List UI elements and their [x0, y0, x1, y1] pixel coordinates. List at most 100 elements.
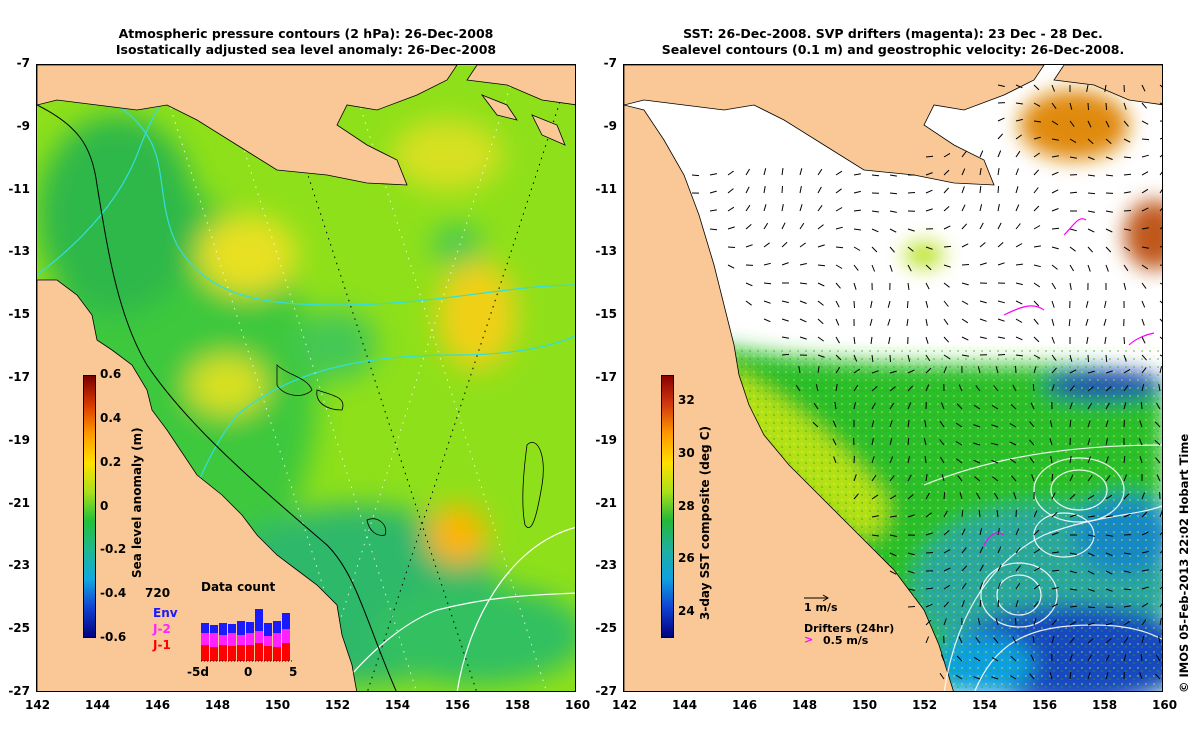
velocity-arrow [1140, 401, 1143, 410]
velocity-arrow [1087, 420, 1091, 428]
velocity-arrow [991, 404, 999, 410]
sst-colorbar-title: 3-day SST composite (deg C) [698, 425, 712, 620]
velocity-arrow [781, 185, 783, 194]
velocity-arrow [943, 584, 951, 590]
velocity-arrow [817, 354, 825, 358]
velocity-arrow [925, 246, 933, 250]
velocity-arrow [833, 456, 837, 464]
sst-colorbar-tick: 32 [678, 393, 695, 408]
velocity-arrow [853, 282, 857, 290]
velocity-arrow [1123, 620, 1131, 626]
velocity-arrow [961, 354, 969, 357]
velocity-arrow [1069, 671, 1072, 680]
velocity-arrow [1141, 227, 1149, 230]
velocity-arrow [870, 300, 873, 308]
velocity-arrow [1158, 384, 1161, 392]
velocity-arrow [853, 474, 857, 482]
velocity-arrow [1123, 402, 1127, 410]
velocity-arrow [979, 168, 982, 176]
left-map-lon-tick: 144 [85, 698, 111, 712]
velocity-arrow [925, 619, 932, 626]
velocity-arrow [1105, 438, 1109, 446]
velocity-arrow [1087, 386, 1094, 392]
velocity-arrow [1159, 354, 1162, 357]
velocity-arrow [871, 494, 879, 500]
velocity-arrow [1105, 534, 1113, 537]
right-map-lat-tick: -19 [595, 432, 617, 447]
velocity-arrow [1033, 136, 1041, 140]
velocity-arrow [907, 192, 916, 194]
velocity-arrow [871, 246, 878, 253]
velocity-arrow [763, 318, 771, 323]
velocity-arrow [956, 655, 963, 662]
data-count-bar [228, 646, 236, 661]
sea-level-colorbar-tick: 0.2 [100, 454, 122, 469]
velocity-arrow [835, 264, 843, 269]
velocity-arrow [1141, 354, 1147, 361]
velocity-arrow [763, 204, 767, 212]
velocity-arrow [1069, 246, 1076, 252]
velocity-arrow [997, 133, 1004, 140]
velocity-arrow [1123, 138, 1131, 143]
left-map-lat-tick: -17 [8, 370, 30, 384]
left-map-lat-tick: -21 [8, 495, 30, 510]
velocity-arrow [1159, 246, 1162, 248]
velocity-arrow [871, 354, 874, 362]
velocity-arrow [709, 190, 717, 194]
velocity-arrow [925, 384, 930, 392]
velocity-arrow [1087, 588, 1095, 592]
velocity-arrow [907, 246, 914, 252]
sea-level-colorbar-title: Sea level anomaly (m) [130, 427, 144, 578]
velocity-arrow [1105, 174, 1113, 177]
velocity-arrow [997, 354, 1006, 356]
velocity-arrow [976, 492, 981, 500]
velocity-arrow [1049, 438, 1053, 446]
velocity-arrow [817, 205, 823, 212]
velocity-arrow [925, 587, 933, 590]
velocity-arrow [1051, 619, 1057, 626]
velocity-arrow [763, 186, 766, 194]
velocity-arrow [995, 618, 999, 626]
data-count-bar [282, 629, 290, 643]
velocity-arrow [943, 549, 951, 554]
velocity-arrow [835, 336, 840, 344]
velocity-arrow [907, 282, 910, 290]
data-count-bar [219, 635, 227, 645]
velocity-arrow [727, 170, 734, 176]
velocity-arrow [799, 300, 807, 304]
velocity-arrow [1159, 318, 1162, 322]
velocity-arrow [1087, 654, 1092, 662]
velocity-arrow [1069, 456, 1072, 464]
velocity-arrow [993, 385, 999, 392]
velocity-arrow [1123, 156, 1131, 159]
velocity-arrow [907, 402, 912, 410]
velocity-arrow [1051, 587, 1059, 590]
left-title-line2: Isostatically adjusted sea level anomaly… [115, 42, 497, 57]
velocity-arrow [1015, 118, 1023, 122]
velocity-arrow [835, 207, 843, 212]
velocity-arrow [1069, 385, 1075, 392]
velocity-arrow [955, 441, 963, 446]
velocity-arrow [991, 676, 999, 680]
velocity-arrow [871, 456, 875, 464]
velocity-arrow [781, 262, 789, 266]
velocity-arrow [979, 185, 982, 194]
velocity-arrow [961, 565, 968, 572]
velocity-arrow [979, 546, 984, 554]
sst-map-graphic [624, 65, 1162, 691]
right-map-lat-tick: -11 [595, 181, 617, 196]
velocity-arrow [1141, 531, 1149, 536]
velocity-arrow [991, 459, 999, 464]
data-count-bar [246, 622, 254, 633]
velocity-arrow [1141, 336, 1146, 344]
velocity-arrow [979, 222, 984, 230]
velocity-arrow [1028, 439, 1035, 446]
velocity-arrow [1159, 300, 1162, 304]
velocity-arrow [1159, 171, 1162, 176]
velocity-arrow [889, 386, 896, 392]
velocity-arrow [763, 262, 771, 266]
velocity-arrow [1105, 672, 1109, 680]
velocity-arrow [799, 242, 806, 248]
velocity-arrow [1105, 475, 1111, 482]
data-count-bar [273, 633, 281, 647]
